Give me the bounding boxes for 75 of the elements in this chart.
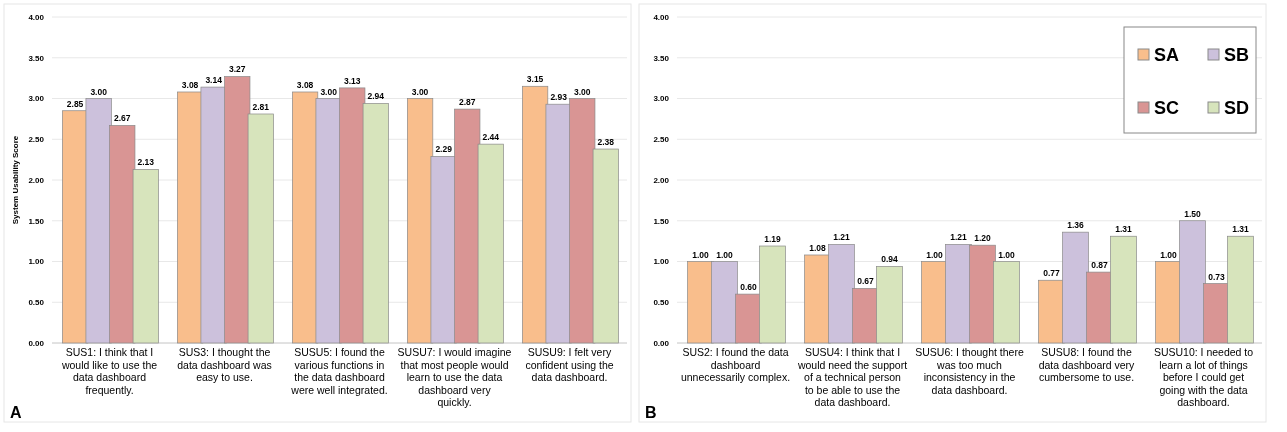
data-label: 3.15 (526, 74, 544, 85)
y-tick-label: 2.50 (653, 135, 670, 145)
data-label: 1.00 (998, 249, 1015, 260)
data-label: 2.87 (458, 97, 476, 108)
data-label: 3.08 (181, 79, 199, 90)
data-label: 3.13 (343, 75, 361, 86)
y-tick-label: 0.50 (653, 298, 670, 308)
y-tick-label: 3.00 (28, 94, 45, 104)
data-label: 1.36 (1067, 220, 1085, 231)
x-tick-label: SUSU8: I found the data dashboard very cumbersome to use. (1038, 346, 1136, 383)
data-label: 1.19 (764, 234, 781, 245)
y-tick-label: 4.00 (653, 12, 670, 22)
data-label: 1.08 (809, 242, 827, 253)
data-label: 1.00 (926, 249, 944, 260)
data-label: 2.38 (597, 137, 615, 148)
y-tick-label: 0.00 (28, 338, 45, 348)
data-label: 1.21 (950, 232, 968, 243)
y-tick-label: 0.50 (28, 298, 45, 308)
x-tick-label: SUS1: I think that I would like to use the data dashboard frequently. (60, 346, 158, 396)
data-label: 0.87 (1091, 260, 1108, 271)
data-label: 1.50 (1184, 208, 1202, 219)
data-label: 3.00 (90, 86, 108, 97)
x-tick-label: SUSU10: I needed to learn a lot of things before I could get going with the data dashboard. (1153, 346, 1254, 408)
data-label: 1.00 (716, 249, 734, 260)
data-label: 3.08 (296, 79, 314, 90)
data-label: 1.00 (1160, 249, 1178, 260)
x-tick-label: SUS3: I thought the data dashboard was easy to use. (177, 346, 272, 383)
legend-label: SC (1154, 98, 1180, 119)
data-label: 0.94 (881, 254, 898, 265)
y-tick-label: 2.00 (653, 175, 670, 185)
x-tick-label: SUSU7: I would imagine that most people would learn to use the data dashboard very quickly. (397, 346, 512, 408)
data-label: 2.94 (367, 91, 385, 102)
data-label: 3.00 (411, 86, 429, 97)
x-tick-label: SUSU4: I think that I would need the support of a technical person to be able to use the data dashboard. (796, 346, 908, 408)
legend-label: SB (1224, 45, 1250, 66)
data-label: 1.00 (692, 249, 710, 260)
text: B (645, 404, 657, 421)
y-tick-label: 1.00 (28, 257, 45, 267)
y-tick-label: 3.50 (653, 53, 670, 63)
data-label: 2.29 (435, 144, 453, 155)
x-tick-label: SUSU9: I felt very confident using the data dashboard. (525, 346, 614, 383)
legend-label: SD (1224, 98, 1250, 119)
data-label: 2.93 (550, 92, 568, 103)
data-label: 2.85 (66, 98, 84, 109)
data-label: 2.13 (137, 157, 155, 168)
y-tick-label: 4.00 (28, 12, 45, 22)
legend-label: SA (1154, 45, 1180, 66)
data-label: 2.67 (113, 113, 131, 124)
x-tick-label: SUS2: I found the data dashboard unnecessarily complex. (680, 346, 791, 383)
data-label: 0.67 (857, 276, 874, 287)
data-label: 2.44 (482, 132, 500, 143)
data-label: 1.31 (1232, 224, 1249, 235)
y-tick-label: 1.50 (28, 216, 45, 226)
data-label: 3.00 (320, 86, 338, 97)
y-tick-label: 1.00 (653, 257, 670, 267)
data-label: 2.81 (252, 101, 270, 112)
data-label: 3.14 (205, 75, 223, 86)
data-label: 1.20 (974, 233, 991, 244)
data-label: 3.00 (573, 86, 591, 97)
data-label: 0.73 (1208, 271, 1225, 282)
data-label: 0.60 (740, 282, 757, 293)
y-tick-label: 2.50 (28, 135, 45, 145)
y-tick-label: 3.00 (653, 94, 670, 104)
text: A (10, 404, 22, 421)
data-label: 0.77 (1043, 268, 1061, 279)
x-tick-label: SUSU5: I found the various functions in the data dashboard were well integrated. (290, 346, 388, 396)
data-label: 1.31 (1115, 224, 1132, 235)
y-tick-label: 1.50 (653, 216, 670, 226)
y-tick-label: 0.00 (653, 338, 670, 348)
x-tick-label: SUSU6: I thought there was too much inconsistency in the data dashboard. (915, 346, 1024, 396)
y-axis-title: System Usability Score (11, 135, 20, 225)
y-tick-label: 2.00 (28, 175, 45, 185)
data-label: 3.27 (228, 64, 246, 75)
y-tick-label: 3.50 (28, 53, 45, 63)
data-label: 1.21 (833, 232, 851, 243)
